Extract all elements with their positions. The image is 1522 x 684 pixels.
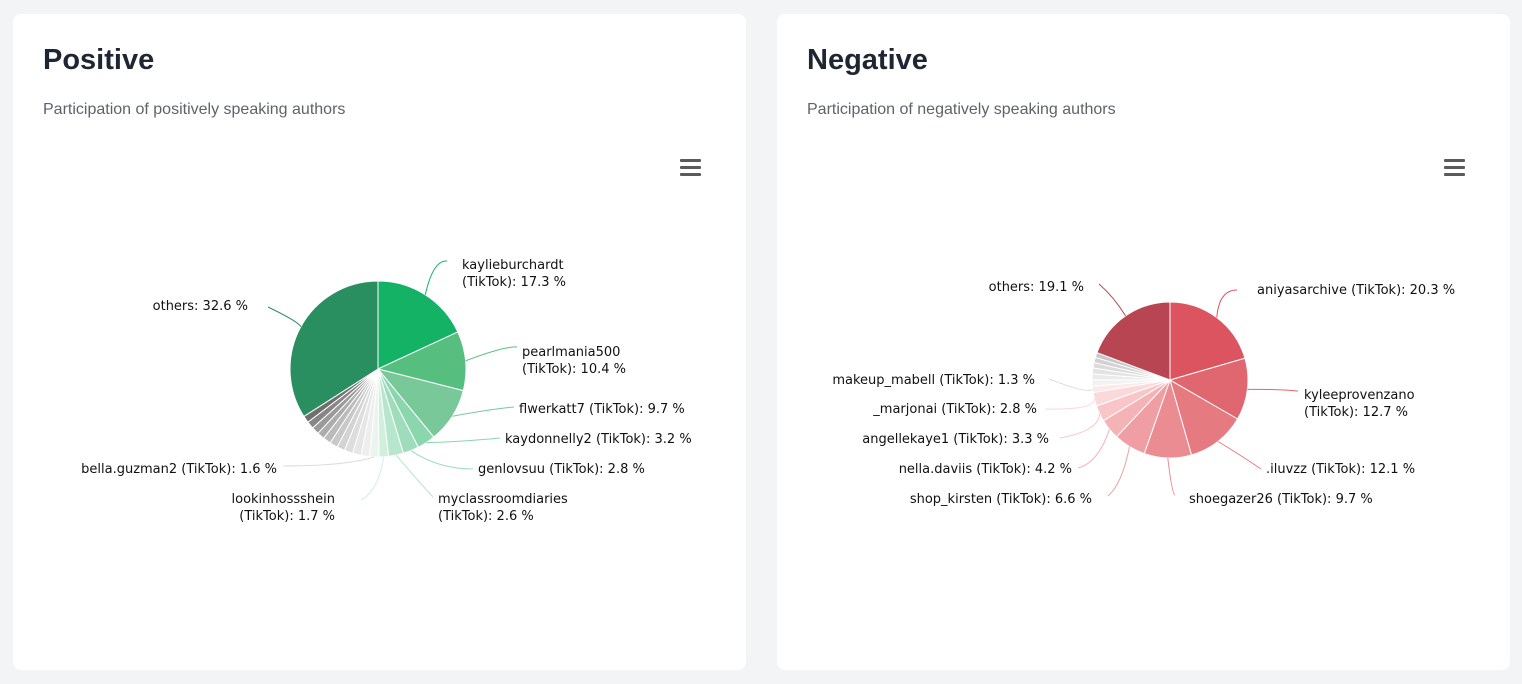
pie-connector [465,346,518,362]
negative-card: Negative Participation of negatively spe… [777,14,1510,670]
pie-data-label: .iluvzz (TikTok): 12.1 % [1266,462,1415,477]
pie-data-label: shoegazer26 (TikTok): 9.7 % [1189,492,1373,507]
pie-connector [1216,289,1238,318]
pie-slice[interactable] [1168,357,1249,420]
pie-slice[interactable] [1169,378,1239,456]
negative-pie-chart: aniyasarchive (TikTok): 20.3 % kyleeprove… [832,280,1455,507]
pie-data-label: kaylieburchardt (TikTok): 17.3 % [462,258,566,290]
pie-data-label: flwerkatt7 (TikTok): 9.7 % [519,402,685,417]
negative-title: Negative [807,44,928,76]
pie-connector [1167,457,1176,496]
pie-connector [410,450,474,470]
pie-data-label: _marjonai (TikTok): 2.8 % [872,402,1037,417]
pie-data-label: pearlmania500 (TikTok): 10.4 % [522,345,626,377]
pie-data-label: myclassroomdiaries (TikTok): 2.6 % [438,492,568,524]
hamburger-menu-icon[interactable] [679,157,703,179]
pie-connector [1059,413,1101,439]
pie-data-label: genlovsuu (TikTok): 2.8 % [478,462,645,477]
pie-connector [1048,378,1093,391]
pie-connector [452,406,515,417]
pie-data-label: bella.guzman2 (TikTok): 1.6 % [81,462,277,477]
pie-connector [1077,429,1110,469]
pie-connector [282,456,375,467]
positive-pie-chart: kaylieburchardt (TikTok): 17.3 % pearlmani… [81,258,692,524]
pie-data-label: nella.daviis (TikTok): 4.2 % [899,462,1072,477]
pie-data-label: kyleeprovenzano (TikTok): 12.7 % [1304,388,1415,420]
negative-subtitle: Participation of negatively speaking aut… [807,101,1116,118]
positive-card: Positive Participation of positively spe… [13,14,746,670]
pie-connector [267,306,302,328]
pie-connector [360,456,385,501]
pie-connector [426,437,501,444]
hamburger-menu-icon[interactable] [1443,157,1467,179]
positive-subtitle: Participation of positively speaking aut… [43,101,346,118]
pie-connector [1098,283,1127,317]
pie-slice[interactable] [377,280,459,370]
pie-data-label: makeup_mabell (TikTok): 1.3 % [832,373,1035,388]
pie-slice[interactable] [1169,301,1246,381]
pie-connector [424,260,448,295]
pie-connector [1247,388,1299,392]
positive-title: Positive [43,44,155,76]
pie-data-label: kaydonnelly2 (TikTok): 3.2 % [505,432,692,447]
pie-data-label: aniyasarchive (TikTok): 20.3 % [1257,283,1455,298]
pie-data-label: others: 19.1 % [989,280,1084,295]
pie-data-label: lookinhossshein (TikTok): 1.7 % [232,492,336,524]
pie-connector [395,454,434,498]
pie-data-label: others: 32.6 % [153,299,248,314]
pie-data-label: shop_kirsten (TikTok): 6.6 % [910,492,1092,507]
pie-data-label: angellekaye1 (TikTok): 3.3 % [862,432,1049,447]
pie-slice[interactable] [1096,301,1171,381]
pie-connector [1217,441,1262,470]
pie-connector [1107,446,1130,497]
pie-connector [1044,399,1095,410]
pie-slice[interactable] [289,280,379,418]
